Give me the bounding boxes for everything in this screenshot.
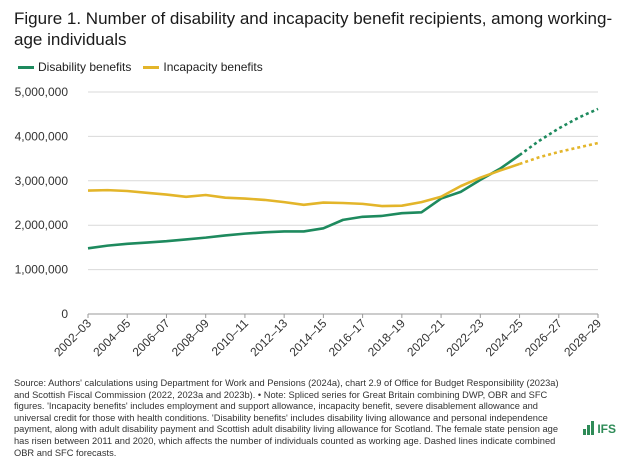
x-tick-label: 2012–13 bbox=[247, 316, 290, 359]
x-tick-label: 2020–21 bbox=[404, 316, 447, 359]
x-tick-label: 2002–03 bbox=[51, 316, 94, 359]
line-chart: 0 1,000,000 2,000,000 3,000,000 4,000,000 5,0… bbox=[15, 85, 605, 359]
x-tick-label: 2026–27 bbox=[522, 316, 565, 359]
x-tick-label: 2018–19 bbox=[365, 316, 408, 359]
x-tick-label: 2006–07 bbox=[130, 316, 173, 359]
y-tick-label: 2,000,000 bbox=[15, 218, 69, 232]
x-tick-label: 2016–17 bbox=[326, 316, 369, 359]
y-tick-label: 1,000,000 bbox=[15, 263, 69, 277]
logo-bars-icon bbox=[583, 421, 595, 435]
series-forecast-line-disability bbox=[518, 107, 599, 157]
legend-label-disability: Disability benefits bbox=[38, 60, 132, 74]
source-note: Source: Authors' calculations using Depa… bbox=[14, 378, 559, 458]
x-tick-label: 2004–05 bbox=[90, 316, 133, 359]
x-tick-label: 2008–09 bbox=[169, 316, 212, 359]
y-tick-label: 5,000,000 bbox=[15, 85, 69, 99]
y-tick-label: 4,000,000 bbox=[15, 129, 69, 143]
logo-text: IFS bbox=[597, 422, 616, 436]
y-tick-label: 3,000,000 bbox=[15, 174, 69, 188]
chart-legend: Disability benefits Incapacity benefits bbox=[18, 60, 275, 74]
figure-title: Figure 1. Number of disability and incap… bbox=[14, 9, 613, 49]
x-tick-label: 2022–23 bbox=[443, 316, 486, 359]
legend-swatch-incapacity bbox=[143, 65, 160, 69]
x-tick-label: 2024–25 bbox=[483, 316, 526, 359]
series-forecast-line-incapacity bbox=[519, 141, 599, 166]
x-tick-label: 2028–29 bbox=[561, 316, 604, 359]
ifs-logo: IFS bbox=[583, 421, 616, 435]
series-line-disability bbox=[87, 153, 521, 250]
x-tick-label: 2014–15 bbox=[287, 316, 330, 359]
x-tick-label: 2010–11 bbox=[209, 316, 252, 359]
legend-label-incapacity: Incapacity benefits bbox=[163, 60, 263, 74]
legend-item-incapacity: Incapacity benefits bbox=[143, 60, 263, 74]
legend-item-disability: Disability benefits bbox=[18, 60, 131, 74]
series-line-incapacity bbox=[87, 162, 520, 208]
legend-swatch-disability bbox=[18, 65, 34, 69]
y-tick-label: 0 bbox=[61, 307, 68, 321]
